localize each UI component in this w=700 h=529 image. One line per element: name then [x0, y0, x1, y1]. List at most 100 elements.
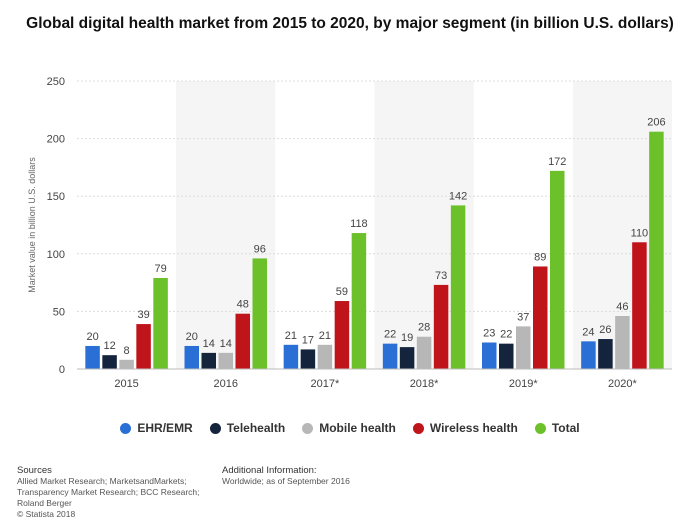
- data-label: 79: [154, 263, 166, 275]
- data-label: 39: [137, 309, 149, 321]
- bar: [416, 336, 432, 369]
- additional-info-text: Worldwide; as of September 2016: [222, 476, 350, 486]
- data-label: 21: [285, 330, 297, 342]
- data-label: 22: [384, 329, 396, 341]
- sources-heading: Sources: [17, 465, 52, 476]
- bar: [283, 344, 299, 369]
- data-label: 24: [582, 326, 594, 338]
- y-axis-label: Market value in billion U.S. dollars: [27, 157, 37, 293]
- y-tick-label: 200: [47, 134, 65, 146]
- data-label: 89: [534, 251, 546, 263]
- bar: [482, 342, 497, 369]
- legend-item: Wireless health: [412, 421, 518, 435]
- y-tick-label: 50: [53, 306, 65, 318]
- bar: [102, 355, 117, 369]
- chart-title: Global digital health market from 2015 t…: [26, 15, 674, 32]
- data-label: 12: [103, 340, 115, 352]
- copyright-line: © Statista 2018: [17, 509, 76, 519]
- data-label: 19: [401, 332, 413, 344]
- data-label: 23: [483, 328, 495, 340]
- data-label: 206: [647, 117, 665, 129]
- bar: [136, 324, 151, 369]
- bar: [632, 242, 647, 369]
- legend-swatch: [534, 422, 546, 434]
- x-tick-label: 2018*: [410, 378, 439, 390]
- y-tick-label: 0: [59, 364, 65, 376]
- legend-label: Mobile health: [319, 421, 396, 435]
- bar-chart: 0 50 100 150 200 250 Market value in billion U…: [27, 76, 672, 390]
- data-label: 46: [616, 301, 628, 313]
- data-label: 20: [86, 331, 98, 343]
- data-label: 14: [220, 338, 232, 350]
- sources-line: Roland Berger: [17, 498, 72, 508]
- data-label: 28: [418, 322, 430, 334]
- legend-label: EHR/EMR: [137, 421, 193, 435]
- bar: [252, 258, 267, 369]
- bar: [184, 345, 199, 369]
- data-label: 20: [186, 331, 198, 343]
- bar: [615, 316, 630, 369]
- bar: [399, 347, 415, 369]
- legend-swatch: [412, 422, 424, 434]
- legend-swatch: [209, 422, 221, 434]
- legend-item: Mobile health: [302, 421, 396, 435]
- data-label: 8: [124, 345, 130, 357]
- legend-swatch: [120, 422, 132, 434]
- x-tick-label: 2020*: [608, 378, 637, 390]
- legend-item: Telehealth: [209, 421, 286, 435]
- data-label: 110: [631, 227, 649, 239]
- x-tick-label: 2015: [114, 378, 138, 390]
- bar: [235, 313, 250, 369]
- y-tick-label: 100: [47, 249, 65, 261]
- data-label: 96: [254, 243, 266, 255]
- bar: [382, 343, 398, 369]
- bar: [550, 170, 565, 369]
- sources-line: Allied Market Research; MarketsandMarket…: [17, 476, 187, 486]
- x-tick-label: 2019*: [509, 378, 538, 390]
- sources-line: Transparency Market Research; BCC Resear…: [17, 487, 200, 497]
- data-label: 118: [350, 218, 368, 230]
- x-tick-label: 2016: [214, 378, 238, 390]
- legend-item: EHR/EMR: [120, 421, 193, 435]
- data-label: 22: [500, 329, 512, 341]
- x-tick-label: 2017*: [311, 378, 340, 390]
- data-label: 14: [203, 338, 215, 350]
- bar: [516, 326, 531, 369]
- legend-swatch: [302, 422, 314, 434]
- bar: [119, 359, 134, 369]
- additional-info-block: Additional Information: Worldwide; as of…: [222, 465, 422, 487]
- data-label: 37: [517, 311, 529, 323]
- bar: [533, 266, 548, 369]
- bar: [300, 349, 316, 369]
- bar: [499, 343, 514, 369]
- bar: [649, 131, 664, 369]
- bar: [317, 344, 333, 369]
- bar: [351, 233, 367, 369]
- sources-block: Sources Allied Market Research; Marketsa…: [17, 465, 217, 520]
- bar: [85, 345, 100, 369]
- data-label: 59: [336, 286, 348, 298]
- y-tick-label: 250: [47, 76, 65, 88]
- data-label: 21: [319, 330, 331, 342]
- data-label: 26: [599, 324, 611, 336]
- bar: [433, 284, 449, 369]
- data-label: 73: [435, 270, 447, 282]
- bar: [450, 205, 466, 369]
- bar: [598, 339, 613, 369]
- data-label: 17: [302, 334, 314, 346]
- legend-label: Telehealth: [226, 421, 286, 435]
- additional-info-heading: Additional Information:: [222, 465, 317, 476]
- bar: [153, 277, 168, 369]
- data-label: 48: [237, 299, 249, 311]
- data-label: 142: [449, 190, 467, 202]
- legend-label: Total: [551, 421, 580, 435]
- bar: [581, 341, 596, 369]
- bar: [334, 301, 350, 369]
- y-tick-label: 150: [47, 191, 65, 203]
- bar: [218, 352, 233, 369]
- legend-label: Wireless health: [429, 421, 518, 435]
- legend-item: Total: [534, 421, 580, 435]
- chart-legend: EHR/EMR Telehealth Mobile health Wireless h…: [0, 421, 700, 435]
- data-label: 172: [548, 156, 566, 168]
- bar: [201, 352, 216, 369]
